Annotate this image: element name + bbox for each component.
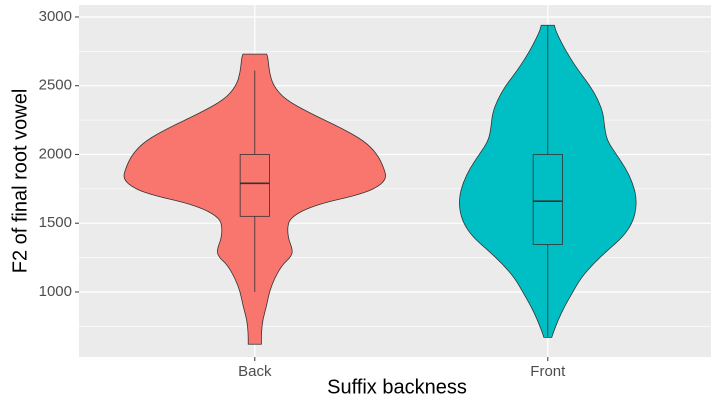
x-axis-title: Suffix backness	[327, 376, 467, 398]
y-tick-label: 2000	[39, 145, 72, 162]
y-tick-label: 1000	[39, 283, 72, 300]
x-tick-label: Back	[238, 363, 272, 380]
y-axis-title: F2 of final root vowel	[9, 89, 31, 274]
box	[239, 154, 270, 217]
x-tick-label: Front	[530, 363, 566, 380]
y-tick-label: 3000	[39, 8, 72, 25]
box	[532, 154, 563, 245]
y-tick-label: 2500	[39, 77, 72, 94]
y-tick-label: 1500	[39, 214, 72, 231]
